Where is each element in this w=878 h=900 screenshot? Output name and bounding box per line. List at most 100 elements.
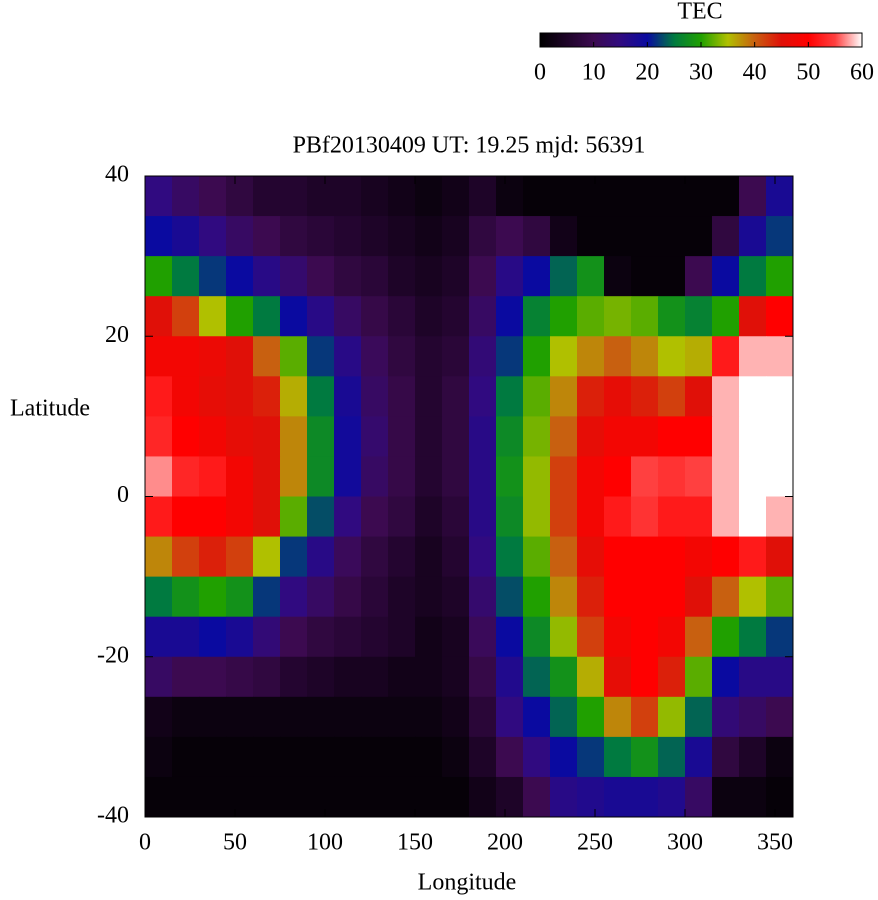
heatmap-cell <box>172 616 200 658</box>
heatmap-cell <box>145 656 173 698</box>
heatmap-cell <box>253 696 281 738</box>
heatmap-cell <box>415 216 443 257</box>
heatmap-cell <box>550 216 578 257</box>
heatmap-cell <box>604 296 632 337</box>
heatmap-cell <box>685 376 713 417</box>
heatmap-cell <box>388 616 416 658</box>
heatmap-cell <box>199 336 227 377</box>
heatmap-cell <box>253 376 281 417</box>
heatmap-cell <box>766 416 794 457</box>
colorbar-label: TEC <box>677 0 722 25</box>
heatmap-cell <box>334 776 362 818</box>
heatmap-cell <box>280 456 308 497</box>
heatmap-cell <box>739 696 767 738</box>
heatmap-cell <box>307 216 335 257</box>
heatmap-cell <box>280 496 308 538</box>
heatmap-cell <box>523 496 551 538</box>
colorbar-tick-label: 0 <box>534 60 546 86</box>
heatmap-cell <box>550 456 578 497</box>
heatmap-cell <box>631 776 659 818</box>
heatmap-cell <box>199 736 227 778</box>
heatmap-cell <box>631 576 659 618</box>
heatmap-cell <box>550 776 578 818</box>
heatmap-cell <box>766 296 794 337</box>
x-tick-label: 300 <box>667 830 703 856</box>
heatmap-cell <box>496 336 524 377</box>
heatmap-cell <box>280 576 308 618</box>
heatmap-cell <box>415 776 443 818</box>
heatmap-cell <box>469 416 497 457</box>
heatmap-cell <box>550 616 578 658</box>
heatmap-cell <box>415 656 443 698</box>
heatmap-cell <box>334 176 362 217</box>
heatmap-cell <box>523 536 551 578</box>
heatmap-cell <box>253 656 281 698</box>
heatmap-cell <box>415 336 443 377</box>
heatmap-cell <box>253 416 281 457</box>
heatmap-cell <box>307 296 335 337</box>
heatmap-cell <box>442 376 470 417</box>
heatmap-cell <box>550 656 578 698</box>
heatmap-cell <box>307 336 335 377</box>
heatmap-cell <box>766 496 794 538</box>
heatmap-cell <box>442 736 470 778</box>
heatmap-cell <box>226 456 254 497</box>
heatmap-cell <box>469 616 497 658</box>
heatmap-cell <box>361 216 389 257</box>
heatmap-cell <box>685 496 713 538</box>
heatmap-cell <box>739 536 767 578</box>
heatmap-cell <box>226 176 254 217</box>
heatmap-cell <box>199 776 227 818</box>
heatmap-cell <box>631 496 659 538</box>
heatmap-cell <box>712 536 740 578</box>
heatmap-cell <box>442 776 470 818</box>
heatmap-cell <box>604 256 632 297</box>
heatmap-cell <box>199 696 227 738</box>
heatmap-cell <box>604 496 632 538</box>
heatmap-cell <box>172 376 200 417</box>
heatmap-cell <box>712 176 740 217</box>
heatmap-cell <box>469 376 497 417</box>
colorbar-tick-label: 60 <box>850 60 874 86</box>
heatmap-cell <box>577 176 605 217</box>
heatmap-cell <box>631 376 659 417</box>
y-tick-label: 40 <box>105 162 129 188</box>
heatmap-cell <box>172 536 200 578</box>
heatmap-cell <box>766 616 794 658</box>
heatmap-cell <box>253 776 281 818</box>
heatmap-cell <box>658 376 686 417</box>
heatmap-cell <box>415 736 443 778</box>
heatmap-cell <box>226 696 254 738</box>
heatmap-cell <box>685 576 713 618</box>
heatmap-cell <box>199 576 227 618</box>
heatmap-cell <box>496 176 524 217</box>
heatmap-cell <box>577 696 605 738</box>
heatmap-cell <box>442 536 470 578</box>
heatmap-cell <box>388 376 416 417</box>
heatmap-cell <box>604 336 632 377</box>
heatmap-cell <box>280 616 308 658</box>
heatmap-cell <box>442 296 470 337</box>
heatmap-cell <box>145 336 173 377</box>
heatmap-cell <box>604 696 632 738</box>
heatmap-cell <box>550 176 578 217</box>
heatmap-cell <box>226 256 254 297</box>
heatmap-cell <box>469 336 497 377</box>
heatmap-cell <box>280 176 308 217</box>
heatmap-cell <box>523 256 551 297</box>
heatmap-cell <box>199 616 227 658</box>
heatmap-cell <box>307 536 335 578</box>
heatmap-cell <box>577 496 605 538</box>
heatmap-cell <box>550 496 578 538</box>
heatmap-cell <box>415 456 443 497</box>
heatmap-cell <box>226 336 254 377</box>
heatmap-cell <box>604 736 632 778</box>
heatmap-cell <box>145 576 173 618</box>
heatmap-cell <box>685 336 713 377</box>
heatmap-cell <box>469 296 497 337</box>
heatmap-cell <box>226 736 254 778</box>
heatmap-cell <box>550 336 578 377</box>
heatmap-cell <box>523 616 551 658</box>
heatmap-cell <box>199 416 227 457</box>
heatmap-cell <box>361 376 389 417</box>
